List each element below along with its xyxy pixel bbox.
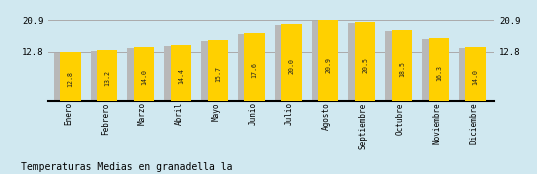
Bar [466, 47, 486, 101]
Bar [275, 25, 295, 101]
Bar [164, 46, 184, 101]
Text: 12.8: 12.8 [68, 71, 74, 87]
Bar [127, 48, 148, 101]
Text: 20.5: 20.5 [362, 57, 368, 73]
Bar [171, 45, 191, 101]
Bar [208, 40, 228, 101]
Bar [429, 38, 449, 101]
Text: 16.3: 16.3 [436, 65, 442, 81]
Text: 14.0: 14.0 [141, 69, 147, 85]
Text: 20.9: 20.9 [325, 57, 331, 73]
Text: 18.5: 18.5 [399, 61, 405, 77]
Bar [422, 39, 442, 101]
Text: 14.4: 14.4 [178, 68, 184, 84]
Bar [238, 34, 258, 101]
Bar [355, 22, 375, 101]
Bar [134, 47, 154, 101]
Text: Temperaturas Medias en granadella la: Temperaturas Medias en granadella la [21, 162, 233, 172]
Bar [311, 21, 332, 101]
Bar [385, 31, 405, 101]
Bar [201, 41, 221, 101]
Text: 20.0: 20.0 [288, 58, 294, 74]
Bar [281, 24, 302, 101]
Bar [91, 51, 111, 101]
Bar [54, 53, 74, 101]
Bar [318, 20, 338, 101]
Bar [392, 30, 412, 101]
Bar [97, 50, 118, 101]
Text: 13.2: 13.2 [104, 70, 110, 86]
Text: 15.7: 15.7 [215, 66, 221, 82]
Bar [459, 48, 479, 101]
Bar [244, 33, 265, 101]
Bar [60, 52, 81, 101]
Bar [349, 23, 368, 101]
Text: 14.0: 14.0 [473, 69, 478, 85]
Text: 17.6: 17.6 [252, 62, 258, 78]
